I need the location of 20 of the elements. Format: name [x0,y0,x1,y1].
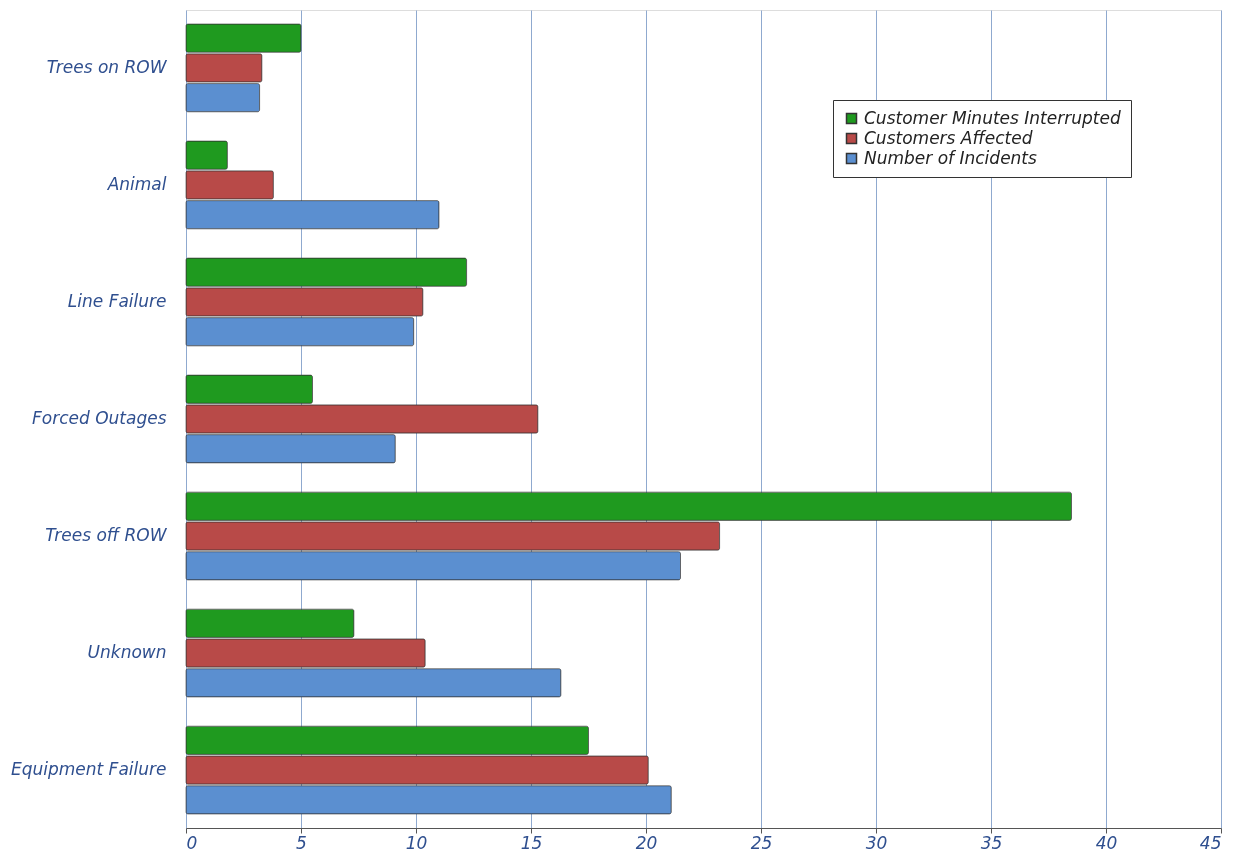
y-tick-label: Forced Outages [31,408,167,428]
legend-label: Customers Affected [864,127,1033,148]
y-tick-label: Equipment Failure [10,759,167,780]
x-tick-label: 15 [520,832,543,853]
x-tick-label: 0 [186,832,198,853]
y-tick-label: Animal [106,173,167,194]
x-tick-label: 5 [296,832,307,853]
y-tick-label: Trees on ROW [46,56,168,77]
y-tick-label: Trees off ROW [45,525,168,546]
y-tick-label: Unknown [87,642,167,663]
x-tick-label: 30 [865,832,888,853]
x-tick-label: 20 [635,832,658,853]
y-tick-label: Line Failure [67,290,167,311]
x-tick-label: 35 [980,832,1003,853]
legend-label: Customer Minutes Interrupted [864,107,1121,128]
x-tick-label: 10 [405,832,428,853]
x-tick-label: 45 [1199,832,1222,853]
x-tick-label: 25 [750,832,773,853]
legend-label: Number of Incidents [864,147,1038,168]
x-tick-label: 40 [1095,832,1118,853]
